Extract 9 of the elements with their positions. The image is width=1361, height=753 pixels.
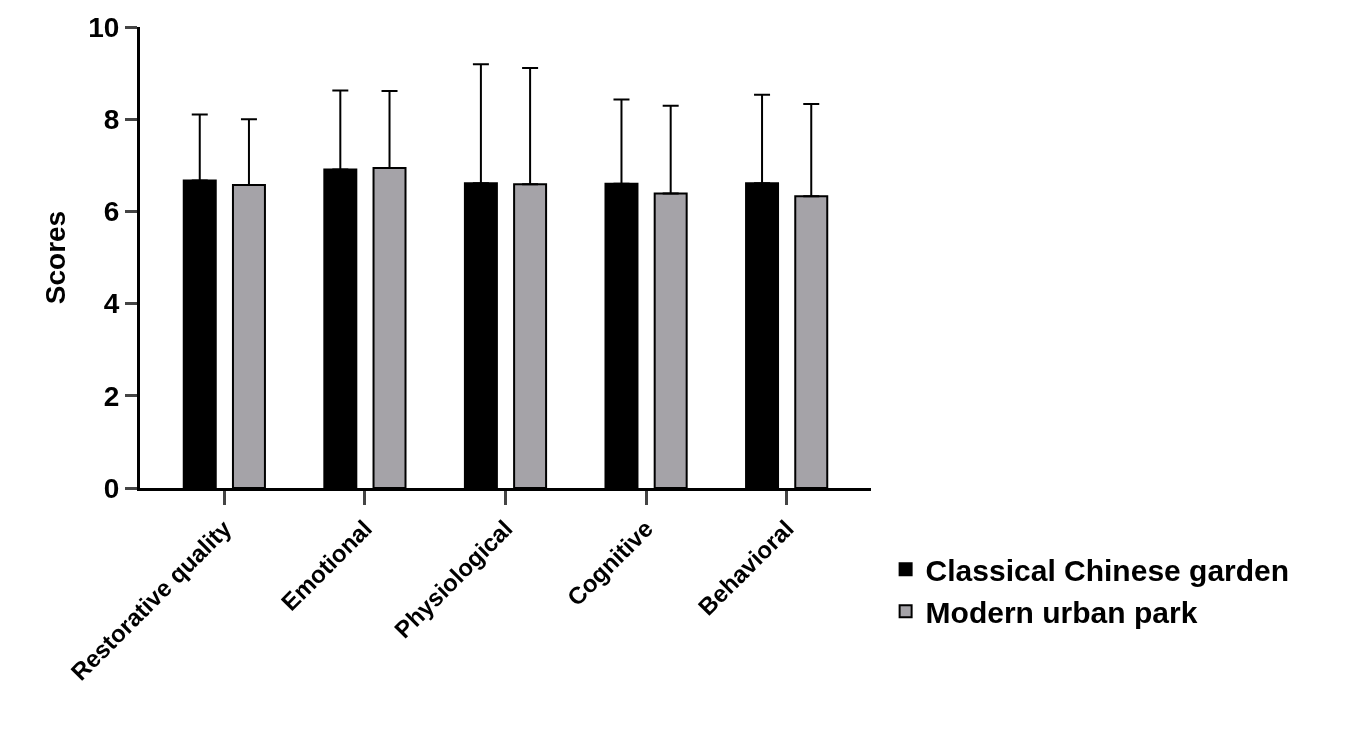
legend-label: Classical Chinese garden (925, 554, 1290, 588)
y-tick-label: 0 (103, 472, 120, 504)
y-tick-label: 4 (103, 288, 120, 320)
y-tick-label: 6 (103, 196, 120, 228)
y-tick-label: 2 (103, 380, 120, 412)
legend-label: Modern urban park (925, 596, 1198, 630)
y-tick-label: 10 (88, 11, 120, 43)
y-axis-title: Scores (39, 210, 71, 305)
y-tick-label: 8 (103, 104, 120, 135)
